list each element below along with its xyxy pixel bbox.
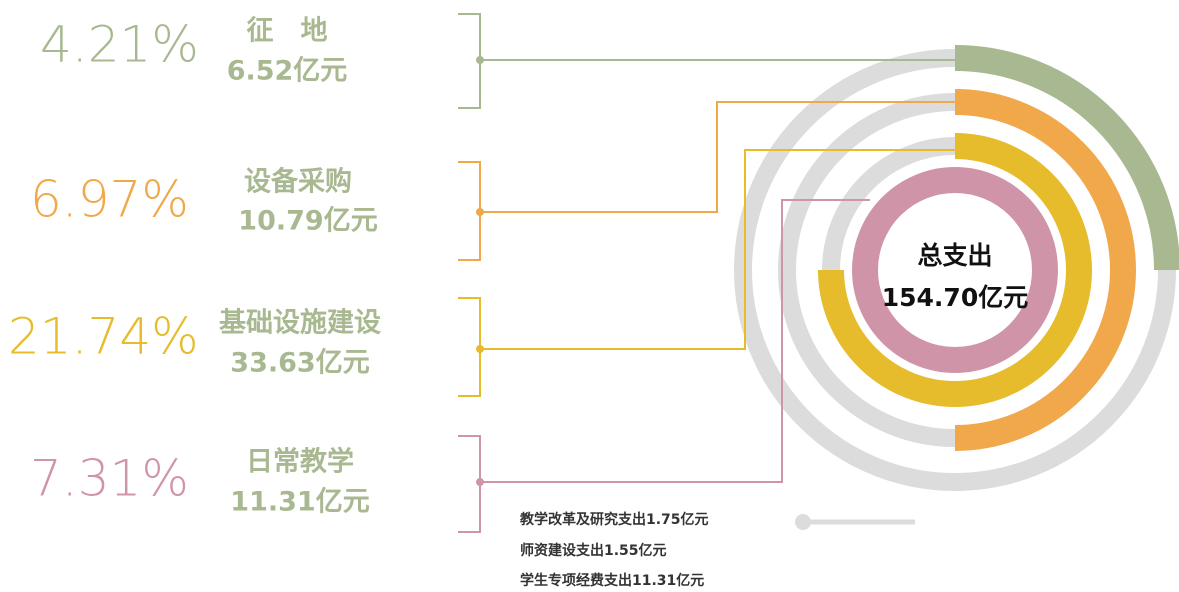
total-label: 总支出 [917,241,992,270]
ring-arc [852,167,1058,373]
total-amount: 154.70亿元 [882,283,1028,312]
note: 教学改革及研究支出1.75亿元 [520,511,709,528]
connectors [458,13,955,533]
ring-arc [818,133,1092,407]
amount: 11.31亿元 [230,487,369,518]
amount: 33.63亿元 [230,348,369,379]
amount: 6.52亿元 [227,56,348,87]
percent: 4.21% [40,16,199,74]
dot [476,208,484,216]
dot [476,478,484,486]
dot [476,345,484,353]
percent: 6.97% [30,171,189,229]
knob [795,514,811,530]
dot [476,56,484,64]
item-name: 设备采购 [244,167,352,198]
amount: 10.79亿元 [238,206,377,237]
note: 学生专项经费支出11.31亿元 [520,572,704,589]
item-name: 征 地 [247,16,328,47]
ring-arc [954,89,1136,451]
note: 师资建设支出1.55亿元 [520,542,667,559]
percent: 7.31% [30,450,189,508]
ring-arc [954,45,1179,271]
item-name: 日常教学 [246,446,354,478]
percent: 21.74% [8,308,199,366]
item-name: 基础设施建设 [219,308,381,339]
